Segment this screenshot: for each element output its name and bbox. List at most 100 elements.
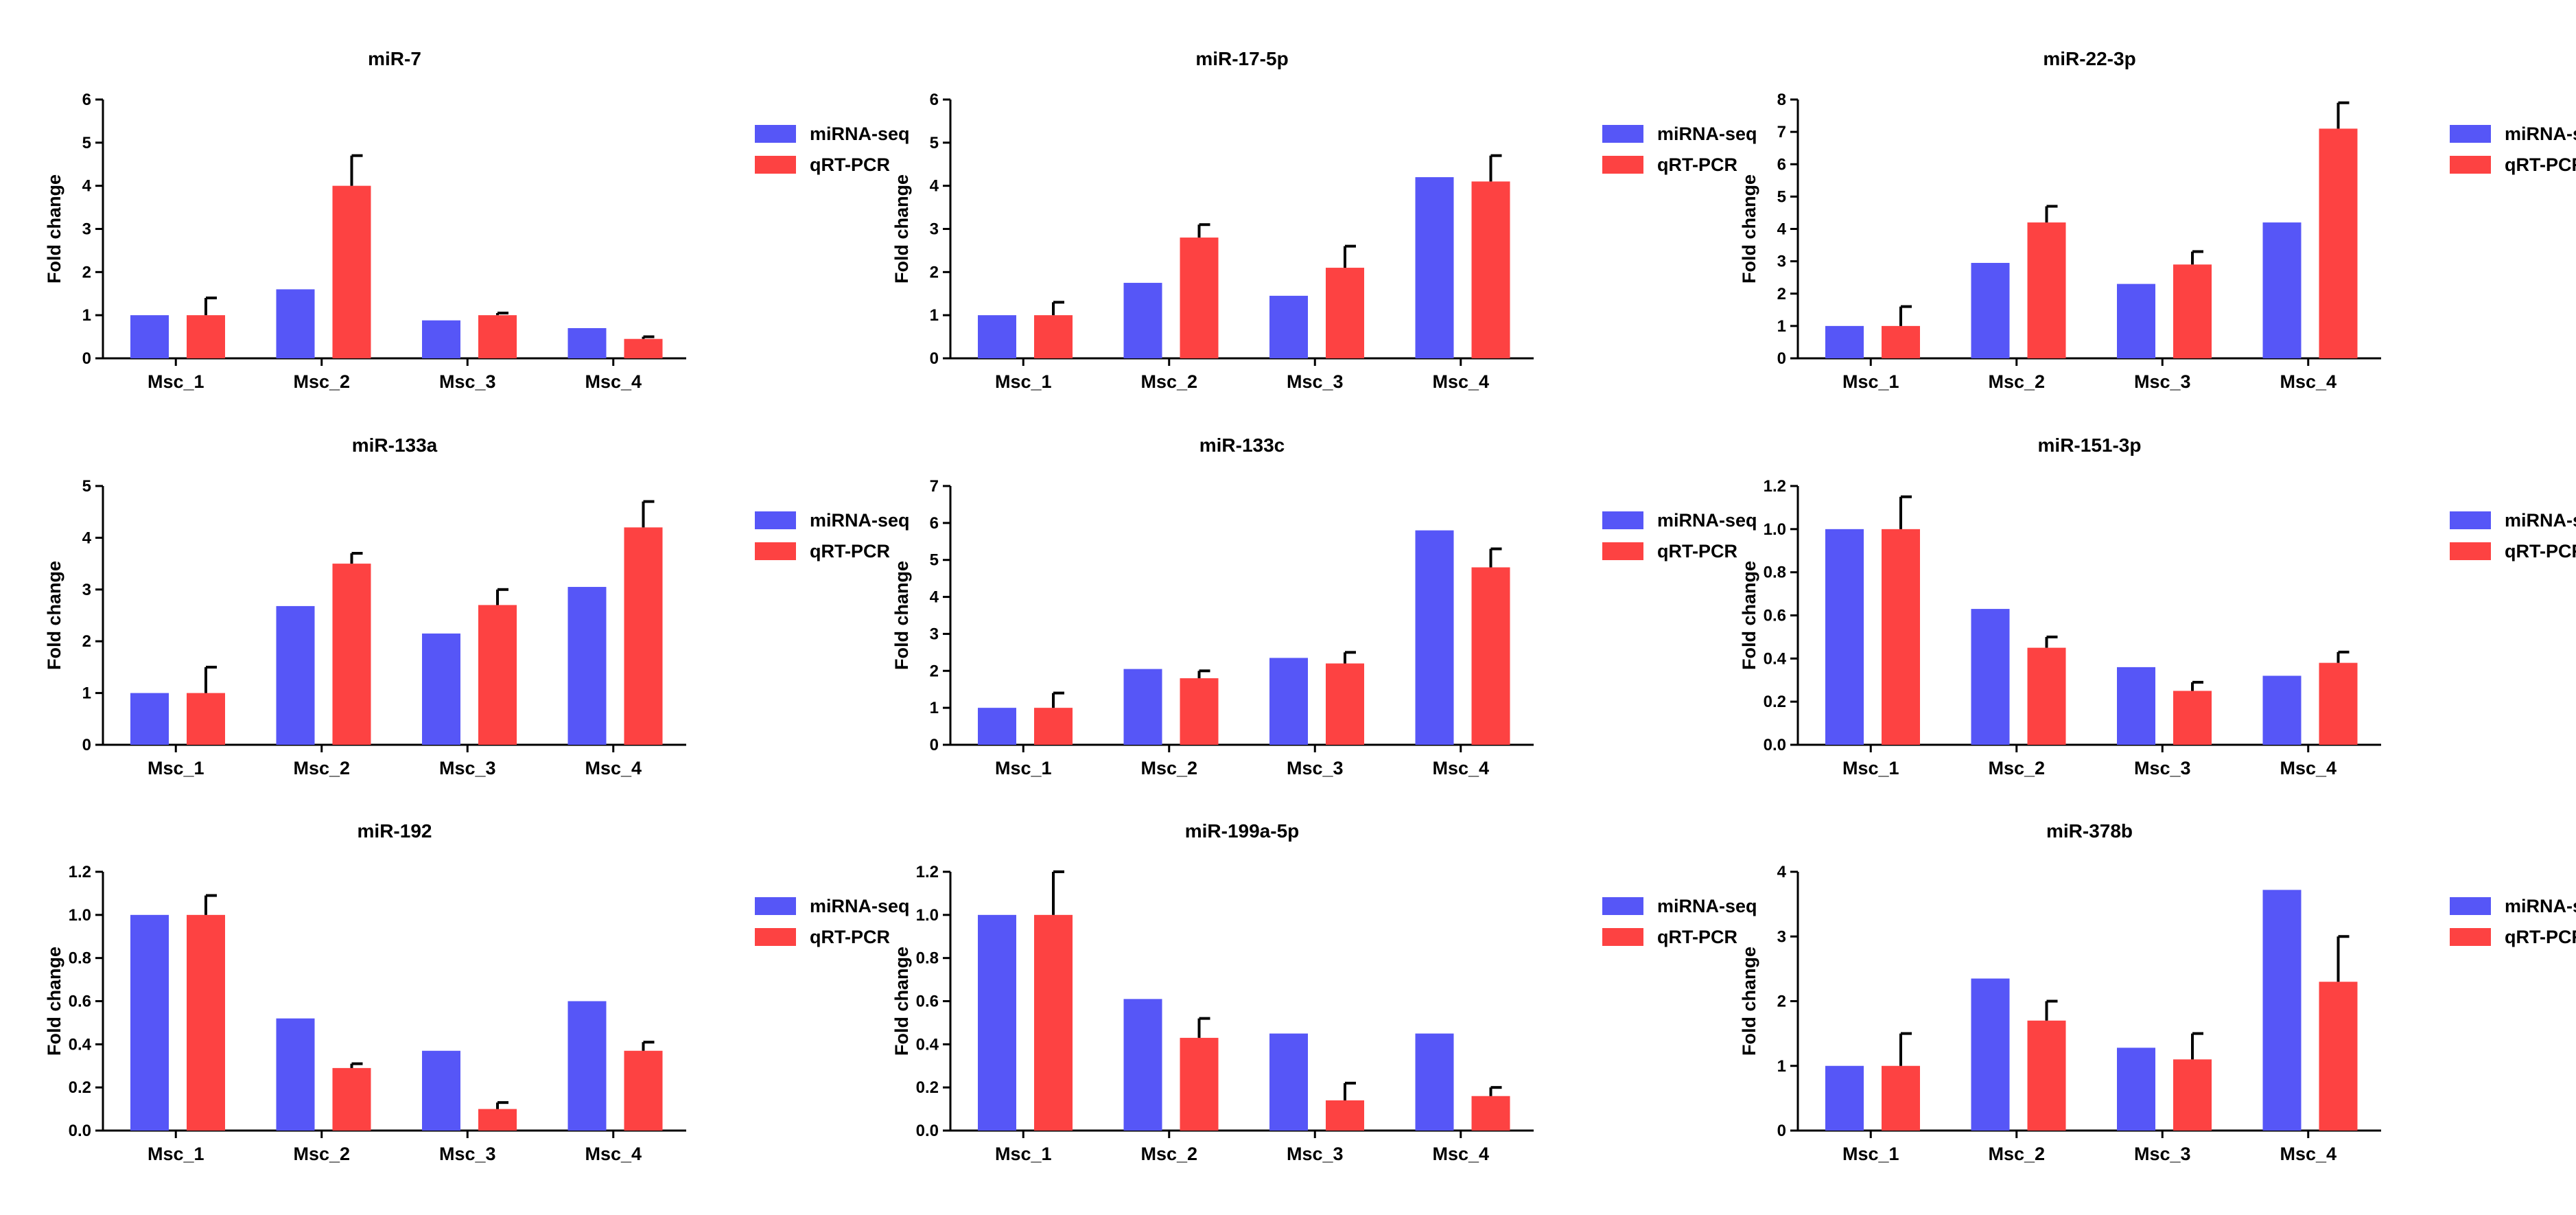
y-tick-label: 1 [1777, 317, 1786, 336]
x-tick-label: Msc_3 [1287, 371, 1344, 392]
y-axis-label: Fold change [44, 174, 65, 284]
y-tick-label: 1.2 [69, 863, 91, 881]
bar-mirna-seq [1971, 978, 2010, 1131]
y-tick-label: 0 [82, 349, 91, 368]
bar-qrt-pcr [1326, 1100, 1364, 1131]
bar-qrt-pcr [2319, 128, 2358, 358]
chart-title: miR-7 [368, 48, 421, 69]
y-tick-label: 6 [82, 91, 91, 109]
x-tick-label: Msc_1 [995, 758, 1052, 778]
bar-mirna-seq [978, 708, 1016, 745]
y-tick-label: 0 [1777, 349, 1786, 368]
legend-label: qRT-PCR [2505, 541, 2576, 562]
y-tick-label: 0 [930, 736, 939, 754]
legend-label: miRNA-seq [1657, 124, 1757, 144]
y-tick-label: 5 [82, 477, 91, 496]
bar-qrt-pcr [1882, 325, 1920, 358]
chart-title: miR-199a-5p [1185, 820, 1300, 842]
chart-panel: miR-7 Fold change 0 1 2 3 4 5 6 Msc_1 Msc_2 Msc_3 Ms… [44, 48, 910, 392]
y-tick-label: 3 [930, 625, 939, 643]
bar-mirna-seq [1269, 295, 1308, 358]
x-tick-label: Msc_1 [148, 371, 204, 392]
y-tick-label: 1.0 [69, 906, 91, 925]
legend-swatch-mirna-seq [2450, 511, 2491, 529]
chart-panel: miR-17-5p Fold change 0 1 2 3 4 5 6 Msc_1 Msc_2 Msc… [891, 48, 1757, 392]
y-tick-label: 7 [1777, 123, 1786, 141]
y-tick-label: 0.8 [1764, 564, 1786, 582]
bar-mirna-seq [2117, 667, 2155, 745]
y-tick-label: 5 [1777, 187, 1786, 206]
chart-panel: miR-378b Fold change 0 1 2 3 4 Msc_1 Msc_2 Msc_3 M… [1739, 820, 2576, 1164]
bar-qrt-pcr [1326, 663, 1364, 745]
x-tick-label: Msc_2 [1140, 371, 1197, 392]
bar-mirna-seq [978, 315, 1016, 358]
bar-qrt-pcr [1326, 268, 1364, 358]
x-tick-label: Msc_4 [2280, 371, 2337, 392]
legend-swatch-qrt-pcr [2450, 156, 2491, 174]
legend-label: qRT-PCR [810, 927, 890, 947]
y-tick-label: 1 [930, 699, 939, 717]
y-axis-label: Fold change [1739, 947, 1759, 1056]
x-tick-label: Msc_3 [439, 758, 496, 778]
y-tick-label: 5 [930, 134, 939, 152]
bar-qrt-pcr [187, 693, 225, 745]
chart-title: miR-17-5p [1195, 48, 1288, 69]
legend-label: qRT-PCR [1657, 154, 1737, 175]
y-tick-label: 1 [82, 306, 91, 325]
x-tick-label: Msc_4 [585, 371, 642, 392]
bar-mirna-seq [2262, 890, 2302, 1131]
bar-qrt-pcr [332, 564, 371, 745]
y-axis-label: Fold change [891, 947, 912, 1056]
legend-label: qRT-PCR [810, 154, 890, 175]
y-tick-label: 0.0 [69, 1122, 91, 1140]
bar-mirna-seq [422, 633, 460, 745]
x-tick-label: Msc_4 [1432, 758, 1489, 778]
chart-panel: miR-133a Fold change 0 1 2 3 4 5 Msc_1 Msc_2 Msc_3… [44, 435, 910, 778]
bar-qrt-pcr [2173, 264, 2212, 358]
y-tick-label: 0 [1777, 1122, 1786, 1140]
x-tick-label: Msc_4 [585, 758, 642, 778]
legend-swatch-qrt-pcr [2450, 928, 2491, 946]
y-tick-label: 0.8 [916, 949, 939, 968]
bar-qrt-pcr [2027, 222, 2066, 358]
bar-qrt-pcr [187, 914, 225, 1131]
y-tick-label: 4 [82, 529, 92, 547]
bar-mirna-seq [1269, 658, 1308, 745]
legend-label: miRNA-seq [2505, 510, 2576, 531]
bar-qrt-pcr [1882, 1065, 1920, 1131]
x-tick-label: Msc_2 [1988, 1144, 2045, 1164]
x-tick-label: Msc_3 [2134, 371, 2191, 392]
y-tick-label: 2 [1777, 993, 1786, 1011]
legend-swatch-qrt-pcr [755, 156, 796, 174]
y-tick-label: 4 [930, 177, 939, 196]
x-tick-label: Msc_4 [1432, 371, 1489, 392]
y-tick-label: 1.2 [1764, 477, 1786, 496]
bar-mirna-seq [276, 289, 315, 358]
x-tick-label: Msc_3 [1287, 1144, 1344, 1164]
y-tick-label: 6 [930, 91, 939, 109]
x-tick-label: Msc_2 [293, 758, 350, 778]
bar-mirna-seq [2262, 222, 2302, 358]
bar-mirna-seq [276, 1018, 315, 1131]
y-axis-label: Fold change [44, 947, 65, 1056]
bar-mirna-seq [130, 693, 169, 745]
legend-swatch-mirna-seq [755, 125, 796, 143]
bar-mirna-seq [567, 328, 607, 358]
x-tick-label: Msc_2 [1140, 1144, 1197, 1164]
x-tick-label: Msc_4 [2280, 1144, 2337, 1164]
legend-label: miRNA-seq [810, 124, 910, 144]
bar-qrt-pcr [1180, 678, 1219, 745]
bar-qrt-pcr [624, 1050, 663, 1131]
bar-mirna-seq [1123, 283, 1162, 358]
bar-qrt-pcr [1471, 181, 1510, 358]
legend-swatch-mirna-seq [1602, 125, 1643, 143]
y-tick-label: 1 [930, 306, 939, 325]
bar-qrt-pcr [1471, 567, 1510, 745]
bar-mirna-seq [1825, 529, 1864, 745]
legend-swatch-qrt-pcr [755, 542, 796, 560]
legend-label: qRT-PCR [1657, 541, 1737, 562]
legend-swatch-qrt-pcr [1602, 542, 1643, 560]
bar-mirna-seq [1415, 530, 1454, 745]
legend-swatch-qrt-pcr [1602, 156, 1643, 174]
y-tick-label: 0 [82, 736, 91, 754]
